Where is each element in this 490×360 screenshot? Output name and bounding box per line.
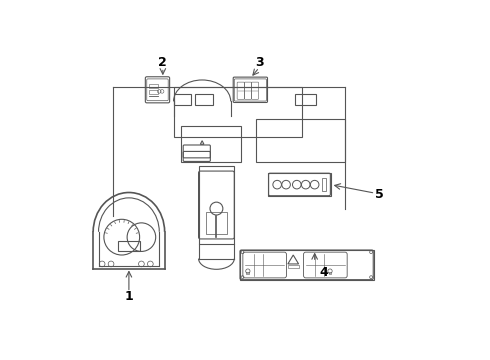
Bar <box>322 178 326 192</box>
Bar <box>173 94 192 105</box>
Bar <box>246 272 249 274</box>
Bar <box>149 90 158 94</box>
Text: 3: 3 <box>255 55 264 69</box>
Bar <box>149 84 158 88</box>
Text: 2: 2 <box>158 55 167 69</box>
Text: 4: 4 <box>319 266 328 279</box>
Bar <box>195 94 213 105</box>
Bar <box>256 119 345 162</box>
Bar <box>268 173 331 196</box>
Bar <box>198 166 234 244</box>
Bar <box>295 94 317 105</box>
Text: 5: 5 <box>374 188 383 201</box>
Bar <box>173 87 302 137</box>
Bar <box>181 126 242 162</box>
Bar <box>288 265 298 267</box>
Bar <box>118 242 140 251</box>
Bar <box>206 212 227 234</box>
Text: 1: 1 <box>124 289 133 303</box>
Bar <box>329 272 331 274</box>
Bar <box>240 249 373 280</box>
